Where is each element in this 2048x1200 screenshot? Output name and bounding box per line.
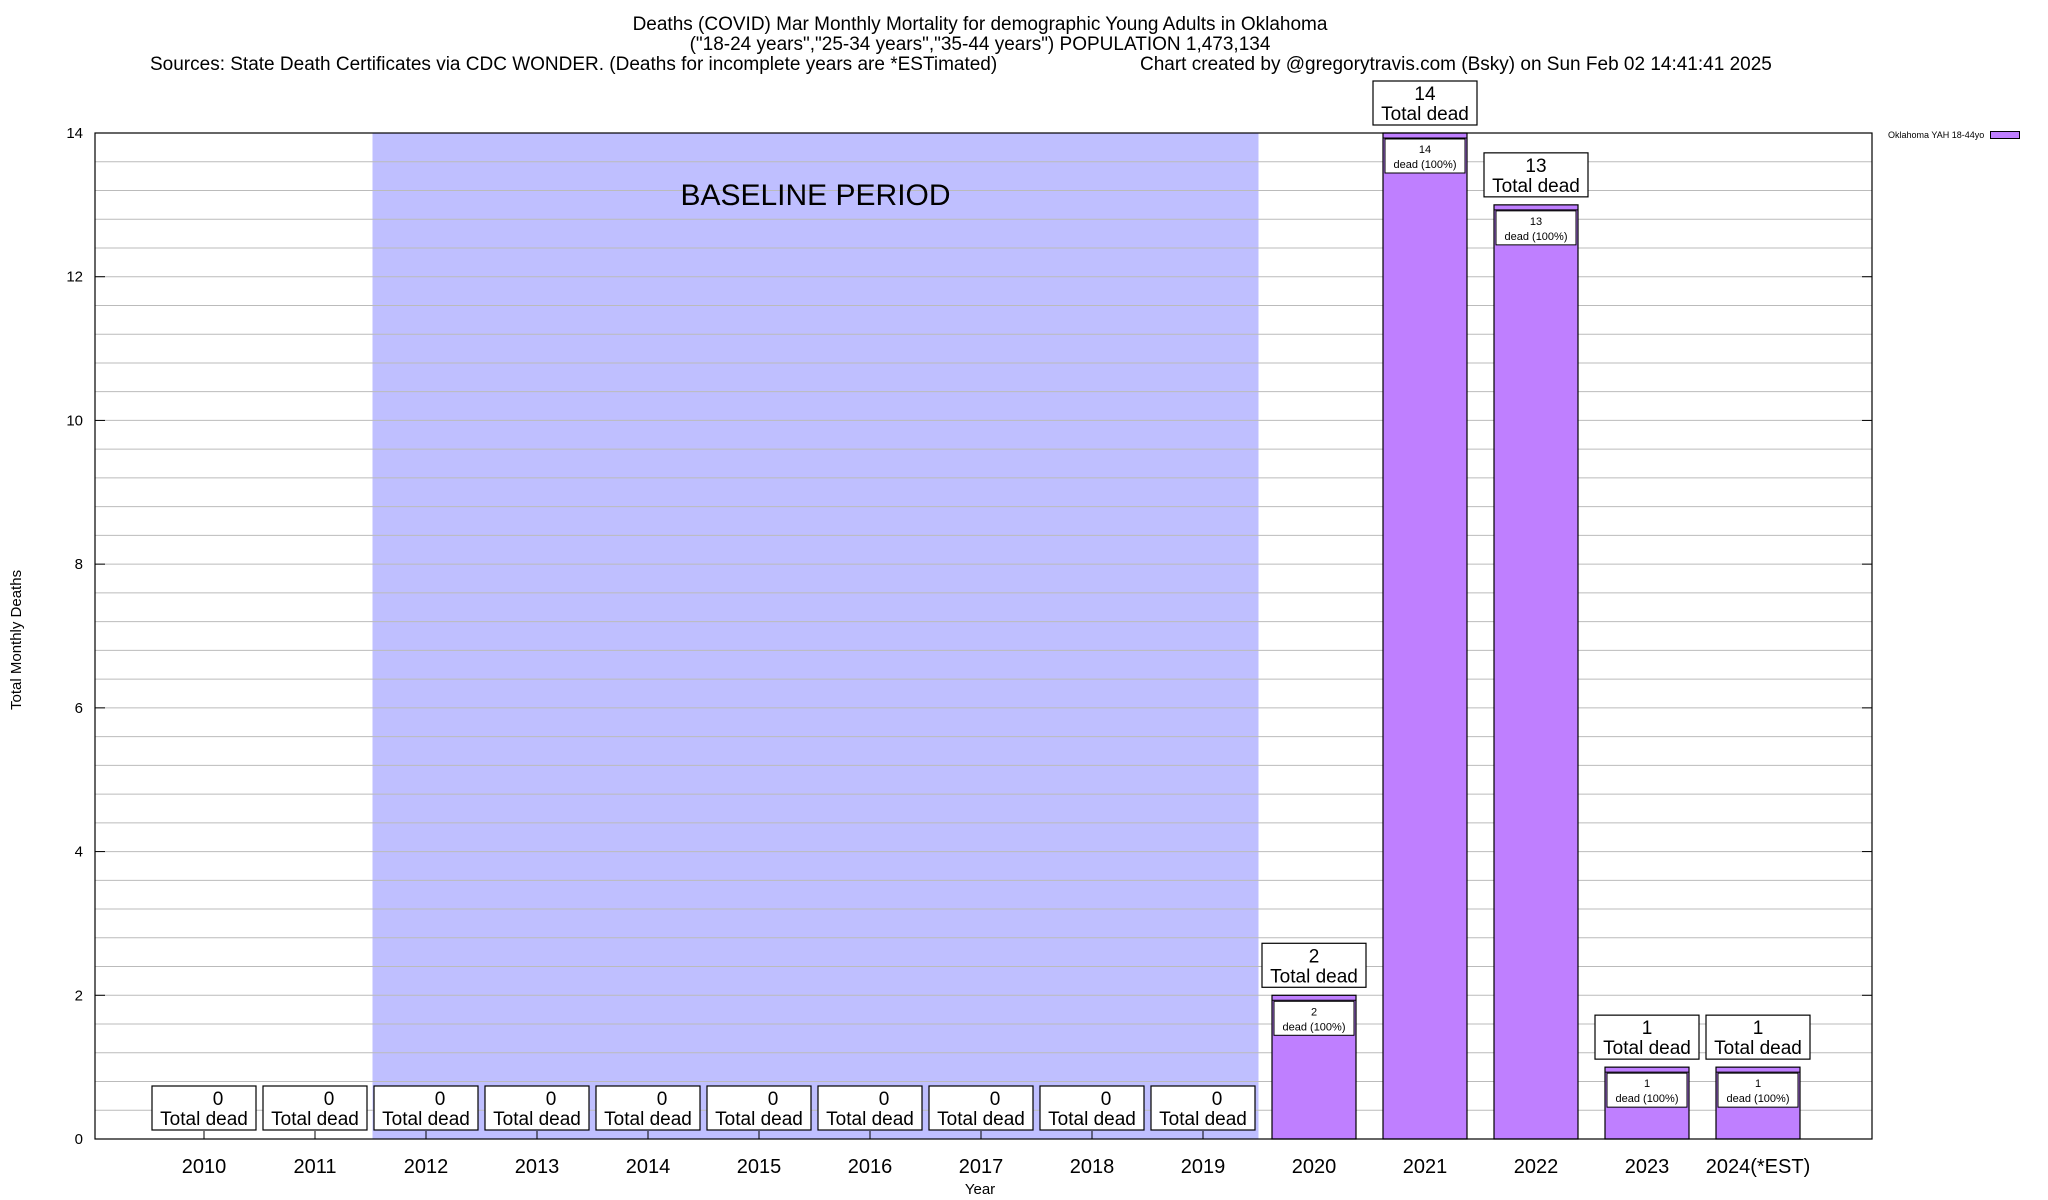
legend: Oklahoma YAH 18-44yo [1888,130,2021,140]
bar-total-label-box [706,1085,812,1131]
x-tick-label: 2014 [626,1156,671,1178]
baseline-period-label: BASELINE PERIOD [680,179,950,212]
bar-inner-label: dead (100%) [1283,1021,1346,1033]
bar-total-label-box [1483,152,1589,198]
bar-total-label-box [1705,1014,1811,1060]
y-tick-label: 8 [75,556,83,573]
bar-total-label: Total dead [1381,104,1469,125]
y-tick-label: 4 [75,844,83,861]
x-tick-label: 2013 [515,1156,560,1178]
chart-subtitle: ("18-24 years","25-34 years","35-44 year… [689,34,1271,55]
x-tick-label: 2023 [1625,1156,1670,1178]
bar-total-label: Total dead [1048,1109,1136,1130]
y-tick-label: 10 [66,412,83,429]
bar-inner-value: 13 [1530,216,1542,228]
x-tick-label: 2018 [1070,1156,1115,1178]
bar-inner-label: dead (100%) [1727,1093,1790,1105]
bar-total-label-box [595,1085,701,1131]
bar [1382,132,1468,1140]
baseline-period-region [372,133,1259,1139]
y-tick-label: 2 [75,987,83,1004]
x-tick-label: 2024(*EST) [1706,1156,1811,1178]
bar-total-value: 0 [1101,1089,1112,1110]
bar-total-label: Total dead [1603,1038,1691,1059]
bar-inner-label: dead (100%) [1505,231,1568,243]
bar-total-label: Total dead [604,1109,692,1130]
y-axis-label: Total Monthly Deaths [8,569,25,710]
x-axis-label: Year [964,1181,996,1198]
chart-title: Deaths (COVID) Mar Monthly Mortality for… [632,14,1328,35]
bar-total-label: Total dead [826,1109,914,1130]
bar-inner-label-box [1717,1072,1799,1108]
bar-total-label-box [817,1085,923,1131]
x-tick-label: 2022 [1514,1156,1559,1178]
bar-total-value: 14 [1414,84,1436,105]
bar-total-label: Total dead [382,1109,470,1130]
bar-total-value: 2 [1309,946,1320,967]
legend-swatch [1990,131,2021,139]
bar-total-label-box [1150,1085,1256,1131]
bar-total-label-box [484,1085,590,1131]
bar-total-value: 0 [879,1089,890,1110]
bar-total-value: 1 [1642,1018,1653,1039]
x-tick-label: 2019 [1181,1156,1226,1178]
bar-total-label: Total dead [715,1109,803,1130]
x-tick-label: 2017 [959,1156,1004,1178]
bar-total-label: Total dead [271,1109,359,1130]
y-tick-label: 14 [66,125,83,142]
bar-total-label: Total dead [1159,1109,1247,1130]
chart-source: Sources: State Death Certificates via CD… [150,54,998,75]
bar-total-label-box [1372,80,1478,126]
bar-total-label: Total dead [937,1109,1025,1130]
bar-total-value: 0 [657,1089,668,1110]
bar-total-value: 13 [1525,156,1546,177]
bar-total-label: Total dead [1492,176,1580,197]
bar-total-value: 0 [546,1089,557,1110]
x-tick-label: 2011 [293,1156,336,1178]
bar-inner-label: dead (100%) [1394,159,1457,171]
x-tick-label: 2020 [1292,1156,1337,1178]
bar-inner-label-box [1273,1000,1355,1036]
bar-inner-label-box [1495,210,1577,246]
bar-total-label-box [1594,1014,1700,1060]
bar-total-label-box [262,1085,368,1131]
bar-inner-value: 2 [1311,1006,1317,1018]
plot-frame [94,132,1873,1140]
bar-total-value: 0 [213,1089,224,1110]
y-tick-label: 6 [75,700,83,717]
bar-total-value: 0 [768,1089,779,1110]
bar-total-label-box [373,1085,479,1131]
bar-total-label: Total dead [1270,966,1358,987]
bar-inner-value: 14 [1419,144,1431,156]
bar-total-value: 0 [990,1089,1001,1110]
bar-total-value: 0 [1212,1089,1223,1110]
bar-total-value: 0 [324,1089,335,1110]
y-tick-label: 0 [75,1131,83,1148]
x-tick-label: 2016 [848,1156,893,1178]
bar-total-label: Total dead [1714,1038,1802,1059]
bar [1493,204,1579,1140]
bar-inner-label-box [1606,1072,1688,1108]
bar-total-value: 1 [1753,1018,1764,1039]
bar-total-value: 0 [435,1089,446,1110]
bar-total-label-box [928,1085,1034,1131]
x-tick-label: 2010 [182,1156,227,1178]
bar-inner-value: 1 [1755,1078,1761,1090]
bar-total-label: Total dead [160,1109,248,1130]
bar-inner-value: 1 [1644,1078,1650,1090]
bar-total-label-box [1261,942,1367,988]
y-tick-label: 12 [66,269,83,286]
bar-total-label: Total dead [493,1109,581,1130]
x-tick-label: 2021 [1403,1156,1448,1178]
chart-credit: Chart created by @gregorytravis.com (Bsk… [1140,54,1772,75]
legend-entry-label: Oklahoma YAH 18-44yo [1888,130,1985,140]
bar-total-label-box [151,1085,257,1131]
x-tick-label: 2015 [737,1156,782,1178]
bar-inner-label-box [1384,138,1466,174]
bar-inner-label: dead (100%) [1616,1093,1679,1105]
bar-total-label-box [1039,1085,1145,1131]
x-tick-label: 2012 [404,1156,449,1178]
